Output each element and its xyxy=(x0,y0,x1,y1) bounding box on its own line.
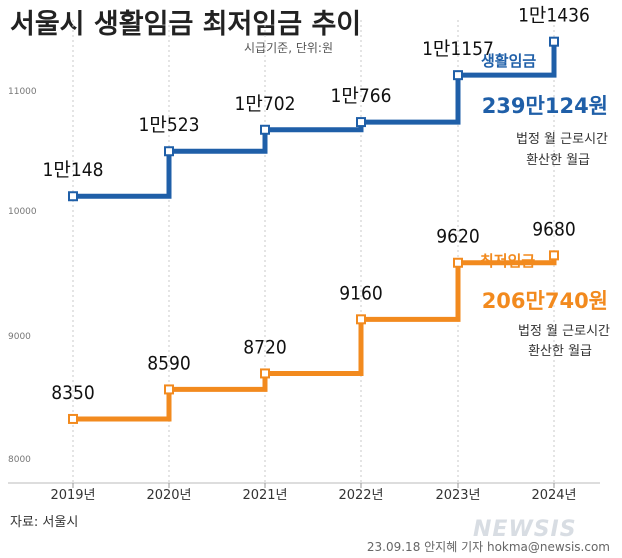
point-1-2 xyxy=(164,146,174,157)
data-label-1-1: 1만148 xyxy=(43,159,104,181)
y-tick-9000: 9000 xyxy=(8,332,31,342)
data-label-1-2: 1만523 xyxy=(139,114,200,136)
x-tick-label-3: 2021년 xyxy=(242,488,287,503)
data-label-2-5: 9620 xyxy=(436,226,480,248)
x-tick-label-4: 2022년 xyxy=(338,488,383,503)
point-2-5 xyxy=(453,257,463,268)
point-2-3 xyxy=(260,368,270,379)
point-1-5 xyxy=(453,70,463,81)
point-1-1 xyxy=(68,191,78,202)
point-1-3 xyxy=(260,124,270,135)
point-2-2 xyxy=(164,384,174,395)
living-monthly-amount: 239만124원 xyxy=(482,94,608,118)
data-labels: 1만148 1만523 1만702 1만766 1만1157 1만1436 8350 8590… xyxy=(43,5,590,404)
data-label-1-4: 1만766 xyxy=(331,85,392,107)
y-axis-ticks: 8000 9000 10000 11000 xyxy=(8,87,37,465)
data-label-1-3: 1만702 xyxy=(235,93,296,115)
newsis-logo: NEWSIS xyxy=(473,517,577,542)
series-label-living: 생활임금 xyxy=(481,52,536,70)
series-line-1 xyxy=(73,41,557,199)
data-label-2-1: 8350 xyxy=(51,382,95,404)
data-label-2-6: 9680 xyxy=(532,218,576,240)
y-tick-8000: 8000 xyxy=(8,455,31,465)
source-note: 자료: 서울시 xyxy=(10,515,78,530)
minimum-monthly-amount: 206만740원 xyxy=(482,289,608,313)
chart-title: 서울시 생활임금 최저임금 추이 xyxy=(10,9,361,40)
credit-line: 23.09.18 안지혜 기자 hokma@newsis.com xyxy=(367,540,610,554)
data-label-1-6: 1만1436 xyxy=(518,5,590,27)
point-2-6 xyxy=(549,250,559,261)
x-tick-label-5: 2023년 xyxy=(435,488,480,503)
series-lines xyxy=(68,36,559,424)
chart-subtitle: 시급기준, 단위:원 xyxy=(244,41,333,55)
x-tick-label-6: 2024년 xyxy=(531,488,576,503)
point-2-4 xyxy=(356,314,366,325)
minimum-note-line2: 환산한 월급 xyxy=(528,344,592,359)
x-tick-label-1: 2019년 xyxy=(50,488,95,503)
point-1-6 xyxy=(549,36,559,47)
living-note-line1: 법정 월 근로시간 xyxy=(516,132,608,147)
x-tick-label-2: 2020년 xyxy=(146,488,191,503)
data-label-2-3: 8720 xyxy=(243,336,287,358)
living-note-line2: 환산한 월급 xyxy=(526,153,590,168)
point-2-1 xyxy=(68,413,78,424)
y-tick-11000: 11000 xyxy=(8,87,37,97)
x-axis-ticks: 2019년 2020년 2021년 2022년 2023년 2024년 xyxy=(50,483,577,503)
y-tick-10000: 10000 xyxy=(8,207,37,217)
data-label-1-5: 1만1157 xyxy=(422,38,494,60)
data-label-2-2: 8590 xyxy=(147,352,191,374)
series-label-minimum: 최저임금 xyxy=(480,252,535,270)
point-1-4 xyxy=(356,117,366,128)
data-label-2-4: 9160 xyxy=(339,282,383,304)
series-line-2 xyxy=(73,255,557,422)
minimum-note-line1: 법정 월 근로시간 xyxy=(518,324,610,339)
